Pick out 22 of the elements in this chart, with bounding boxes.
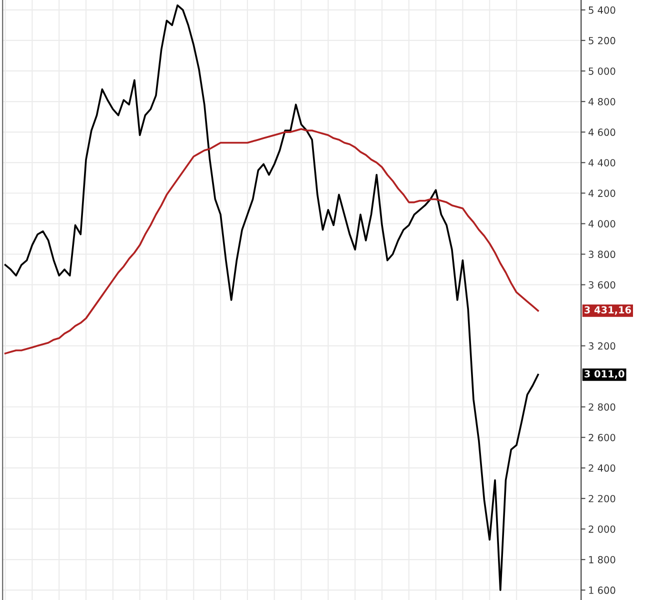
y-tick-label: 4 200 <box>588 190 616 197</box>
y-tick-label: 3 200 <box>588 342 616 350</box>
y-tick-label: 5 400 <box>588 6 616 14</box>
y-tick-label: 2 800 <box>588 403 616 411</box>
y-tick-label: 2 200 <box>588 494 616 502</box>
y-tick-label: 3 800 <box>588 250 616 258</box>
y-tick-label: 4 400 <box>588 159 616 166</box>
y-tick-label: 1 800 <box>589 556 616 564</box>
y-tick-label: 2 000 <box>588 525 616 533</box>
text: 3 011,0 <box>584 370 624 379</box>
y-tick-label: 4 800 <box>588 98 616 106</box>
y-tick-label: 2 400 <box>588 464 616 472</box>
y-tick-label: 5 000 <box>588 67 616 75</box>
y-tick-label: 2 600 <box>588 434 616 442</box>
line-series <box>4 4 539 591</box>
y-tick-label: 5 200 <box>588 36 616 44</box>
text: 3 431,16 <box>584 306 632 315</box>
y-tick-label: 1 600 <box>589 586 616 594</box>
line-series <box>4 128 539 354</box>
y-tick-label: 4 600 <box>588 128 616 136</box>
y-tick-label: 4 000 <box>588 220 616 228</box>
y-tick-label: 3 600 <box>588 281 616 289</box>
